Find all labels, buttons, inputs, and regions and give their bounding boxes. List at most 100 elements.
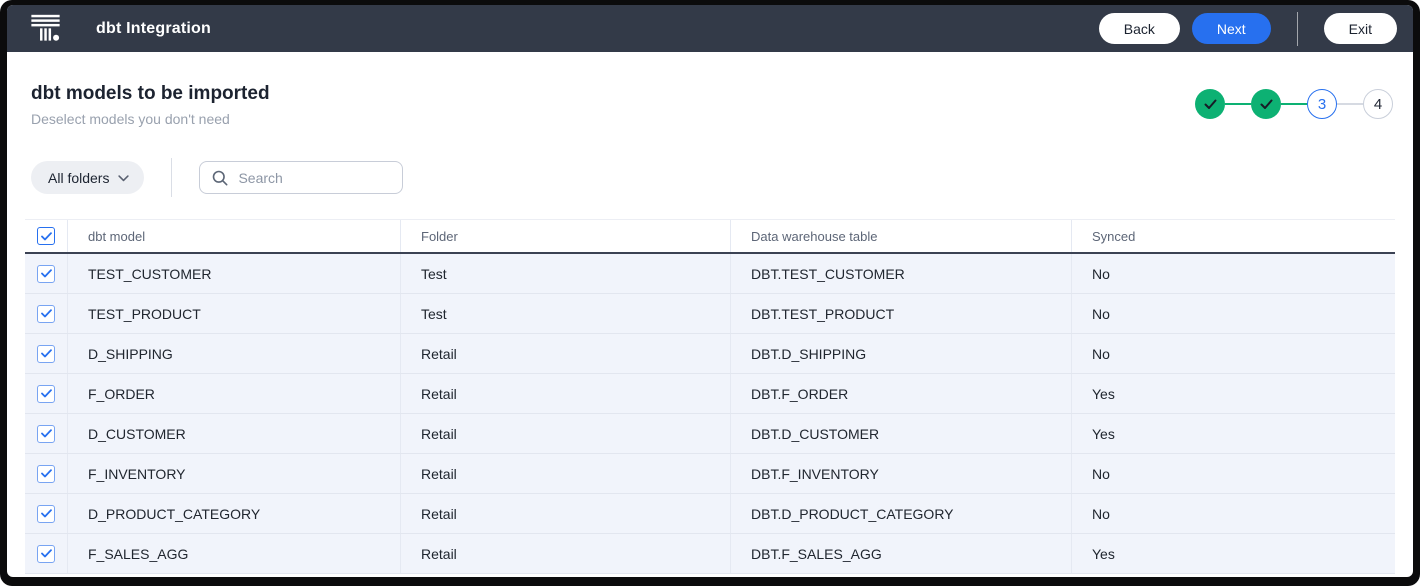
cell-synced: Yes bbox=[1071, 374, 1395, 413]
cell-warehouse-table: DBT.F_ORDER bbox=[730, 374, 1071, 413]
cell-folder: Retail bbox=[400, 414, 730, 453]
topbar-actions: Back Next Exit bbox=[1098, 11, 1397, 46]
select-all-cell bbox=[25, 220, 67, 252]
search-box[interactable] bbox=[199, 161, 404, 194]
row-checkbox-cell bbox=[25, 294, 67, 333]
check-icon bbox=[40, 389, 52, 398]
cell-folder: Retail bbox=[400, 374, 730, 413]
row-checkbox[interactable] bbox=[37, 464, 55, 483]
row-checkbox-cell bbox=[25, 414, 67, 453]
check-icon bbox=[40, 309, 52, 318]
row-checkbox[interactable] bbox=[37, 384, 55, 403]
check-icon bbox=[40, 269, 52, 278]
stepper-step-circle[interactable] bbox=[1251, 89, 1281, 119]
check-icon bbox=[40, 549, 52, 558]
brand: dbt Integration bbox=[30, 13, 211, 44]
check-icon bbox=[1260, 99, 1272, 109]
top-bar: dbt Integration Back Next Exit bbox=[7, 5, 1413, 52]
exit-button[interactable]: Exit bbox=[1323, 13, 1397, 44]
cell-folder: Test bbox=[400, 254, 730, 293]
stepper-step bbox=[1195, 89, 1225, 119]
stepper-connector bbox=[1337, 103, 1363, 105]
row-checkbox-cell bbox=[25, 254, 67, 293]
cell-synced: No bbox=[1071, 494, 1395, 533]
cell-synced: No bbox=[1071, 454, 1395, 493]
cell-warehouse-table: DBT.D_CUSTOMER bbox=[730, 414, 1071, 453]
search-icon bbox=[213, 170, 228, 185]
cell-folder: Retail bbox=[400, 494, 730, 533]
step-number: 3 bbox=[1317, 95, 1327, 113]
table-row: F_SALES_AGG Retail DBT.F_SALES_AGG Yes bbox=[25, 534, 1395, 574]
check-icon bbox=[40, 429, 52, 438]
table-row: TEST_PRODUCT Test DBT.TEST_PRODUCT No bbox=[25, 294, 1395, 334]
table-row: D_CUSTOMER Retail DBT.D_CUSTOMER Yes bbox=[25, 414, 1395, 454]
cell-warehouse-table: DBT.F_INVENTORY bbox=[730, 454, 1071, 493]
table-row: D_SHIPPING Retail DBT.D_SHIPPING No bbox=[25, 334, 1395, 374]
stepper-step-circle[interactable]: 4 bbox=[1363, 89, 1393, 119]
models-table: dbt model Folder Data warehouse table Sy… bbox=[25, 219, 1395, 574]
row-checkbox-cell bbox=[25, 534, 67, 573]
row-checkbox[interactable] bbox=[37, 504, 55, 523]
cell-warehouse-table: DBT.TEST_CUSTOMER bbox=[730, 254, 1071, 293]
table-row: D_PRODUCT_CATEGORY Retail DBT.D_PRODUCT_… bbox=[25, 494, 1395, 534]
stepper-step-circle[interactable] bbox=[1195, 89, 1225, 119]
cell-synced: Yes bbox=[1071, 534, 1395, 573]
stepper-step: 3 bbox=[1281, 89, 1337, 119]
chevron-down-icon bbox=[118, 175, 130, 182]
cell-dbt-model: D_PRODUCT_CATEGORY bbox=[67, 494, 400, 533]
cell-dbt-model: D_SHIPPING bbox=[67, 334, 400, 373]
check-icon bbox=[40, 509, 52, 518]
cell-dbt-model: TEST_CUSTOMER bbox=[67, 254, 400, 293]
cell-dbt-model: F_INVENTORY bbox=[67, 454, 400, 493]
page-title: dbt models to be imported bbox=[31, 83, 270, 104]
cell-warehouse-table: DBT.TEST_PRODUCT bbox=[730, 294, 1071, 333]
thoughtspot-logo-icon bbox=[31, 14, 60, 41]
cell-synced: Yes bbox=[1071, 414, 1395, 453]
cell-dbt-model: D_CUSTOMER bbox=[67, 414, 400, 453]
check-icon bbox=[40, 231, 52, 240]
cell-folder: Retail bbox=[400, 334, 730, 373]
column-header-synced: Synced bbox=[1071, 220, 1395, 252]
cell-synced: No bbox=[1071, 294, 1395, 333]
cell-warehouse-table: DBT.D_SHIPPING bbox=[730, 334, 1071, 373]
table-row: F_INVENTORY Retail DBT.F_INVENTORY No bbox=[25, 454, 1395, 494]
row-checkbox[interactable] bbox=[37, 264, 55, 283]
folder-filter-dropdown[interactable]: All folders bbox=[31, 161, 145, 194]
cell-dbt-model: F_SALES_AGG bbox=[67, 534, 400, 573]
row-checkbox[interactable] bbox=[37, 424, 55, 443]
select-all-checkbox[interactable] bbox=[37, 227, 55, 245]
step-number: 4 bbox=[1373, 95, 1383, 113]
next-button[interactable]: Next bbox=[1191, 13, 1271, 44]
cell-folder: Test bbox=[400, 294, 730, 333]
cell-folder: Retail bbox=[400, 534, 730, 573]
cell-warehouse-table: DBT.D_PRODUCT_CATEGORY bbox=[730, 494, 1071, 533]
cell-synced: No bbox=[1071, 254, 1395, 293]
stepper-step-circle[interactable]: 3 bbox=[1307, 89, 1337, 119]
column-header-dbt-model: dbt model bbox=[67, 220, 400, 252]
column-header-warehouse-table: Data warehouse table bbox=[730, 220, 1071, 252]
app-window: dbt Integration Back Next Exit dbt model… bbox=[7, 5, 1413, 577]
stepper-step: 4 bbox=[1337, 89, 1393, 119]
stepper-step bbox=[1225, 89, 1281, 119]
title-row: dbt models to be imported Deselect model… bbox=[25, 83, 1395, 127]
row-checkbox-cell bbox=[25, 374, 67, 413]
column-header-folder: Folder bbox=[400, 220, 730, 252]
page-subtitle: Deselect models you don't need bbox=[31, 111, 230, 127]
search-input[interactable] bbox=[238, 169, 391, 186]
row-checkbox-cell bbox=[25, 454, 67, 493]
cell-dbt-model: F_ORDER bbox=[67, 374, 400, 413]
row-checkbox-cell bbox=[25, 334, 67, 373]
check-icon bbox=[40, 349, 52, 358]
cell-synced: No bbox=[1071, 334, 1395, 373]
cell-folder: Retail bbox=[400, 454, 730, 493]
table-row: TEST_CUSTOMER Test DBT.TEST_CUSTOMER No bbox=[25, 254, 1395, 294]
stepper: 3 4 bbox=[1195, 89, 1393, 119]
row-checkbox[interactable] bbox=[37, 304, 55, 323]
title-block: dbt models to be imported Deselect model… bbox=[31, 83, 270, 127]
row-checkbox[interactable] bbox=[37, 544, 55, 563]
back-button[interactable]: Back bbox=[1098, 13, 1180, 44]
stepper-connector bbox=[1225, 103, 1251, 105]
row-checkbox-cell bbox=[25, 494, 67, 533]
row-checkbox[interactable] bbox=[37, 344, 55, 363]
